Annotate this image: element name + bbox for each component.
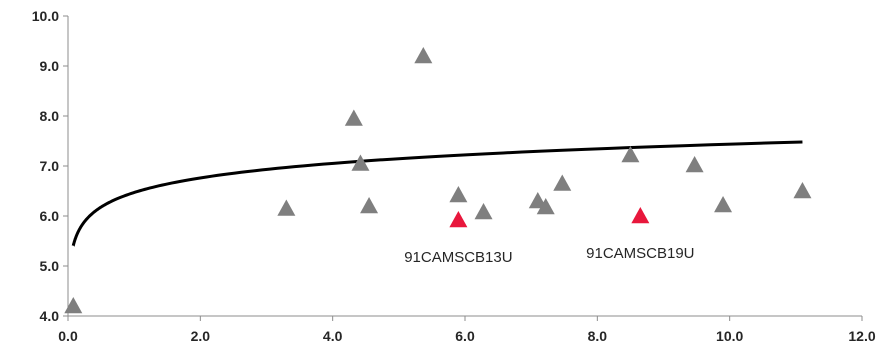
triangle-marker bbox=[277, 199, 296, 216]
triangle-marker bbox=[631, 207, 650, 224]
point-annotation: 91CAMSCB13U bbox=[404, 249, 512, 266]
x-tick-label: 6.0 bbox=[455, 328, 475, 344]
triangle-marker bbox=[64, 297, 83, 314]
triangle-marker bbox=[536, 198, 555, 215]
triangle-marker bbox=[449, 186, 468, 203]
y-tick-label: 7.0 bbox=[40, 158, 60, 174]
x-tick-label: 0.0 bbox=[58, 328, 78, 344]
x-tick-label: 2.0 bbox=[191, 328, 211, 344]
y-axis: 4.0 5.0 6.0 7.0 8.0 9.0 10.0 bbox=[32, 8, 69, 324]
point-annotation: 91CAMSCB19U bbox=[586, 245, 694, 262]
y-tick-label: 8.0 bbox=[40, 108, 60, 124]
x-tick-group: 0.0 2.0 4.0 6.0 8.0 10.0 12.0 bbox=[58, 316, 876, 344]
triangle-marker bbox=[351, 154, 370, 171]
y-tick-label: 6.0 bbox=[40, 208, 60, 224]
triangle-marker bbox=[474, 203, 493, 220]
triangle-marker bbox=[621, 146, 640, 163]
x-tick-label: 8.0 bbox=[588, 328, 608, 344]
x-tick-label: 4.0 bbox=[323, 328, 343, 344]
triangle-marker bbox=[344, 109, 363, 126]
y-tick-label: 4.0 bbox=[40, 308, 60, 324]
triangle-marker bbox=[553, 174, 572, 191]
y-tick-label: 5.0 bbox=[40, 258, 60, 274]
triangle-marker bbox=[360, 197, 379, 214]
triangle-marker bbox=[793, 182, 812, 199]
triangle-marker bbox=[528, 192, 547, 209]
point-labels: 91CAMSCB13U 91CAMSCB19U bbox=[404, 245, 694, 266]
x-tick-label: 12.0 bbox=[848, 328, 875, 344]
x-axis: 0.0 2.0 4.0 6.0 8.0 10.0 12.0 bbox=[58, 315, 876, 344]
trendline bbox=[71, 140, 803, 247]
triangle-marker bbox=[685, 156, 704, 173]
triangle-marker bbox=[414, 47, 433, 64]
y-tick-label: 10.0 bbox=[32, 8, 59, 24]
y-tick-label: 9.0 bbox=[40, 58, 60, 74]
data-points bbox=[64, 47, 812, 314]
x-tick-label: 10.0 bbox=[716, 328, 743, 344]
triangle-marker bbox=[449, 211, 468, 228]
triangle-marker bbox=[714, 196, 733, 213]
y-tick-group: 4.0 5.0 6.0 7.0 8.0 9.0 10.0 bbox=[32, 8, 68, 324]
